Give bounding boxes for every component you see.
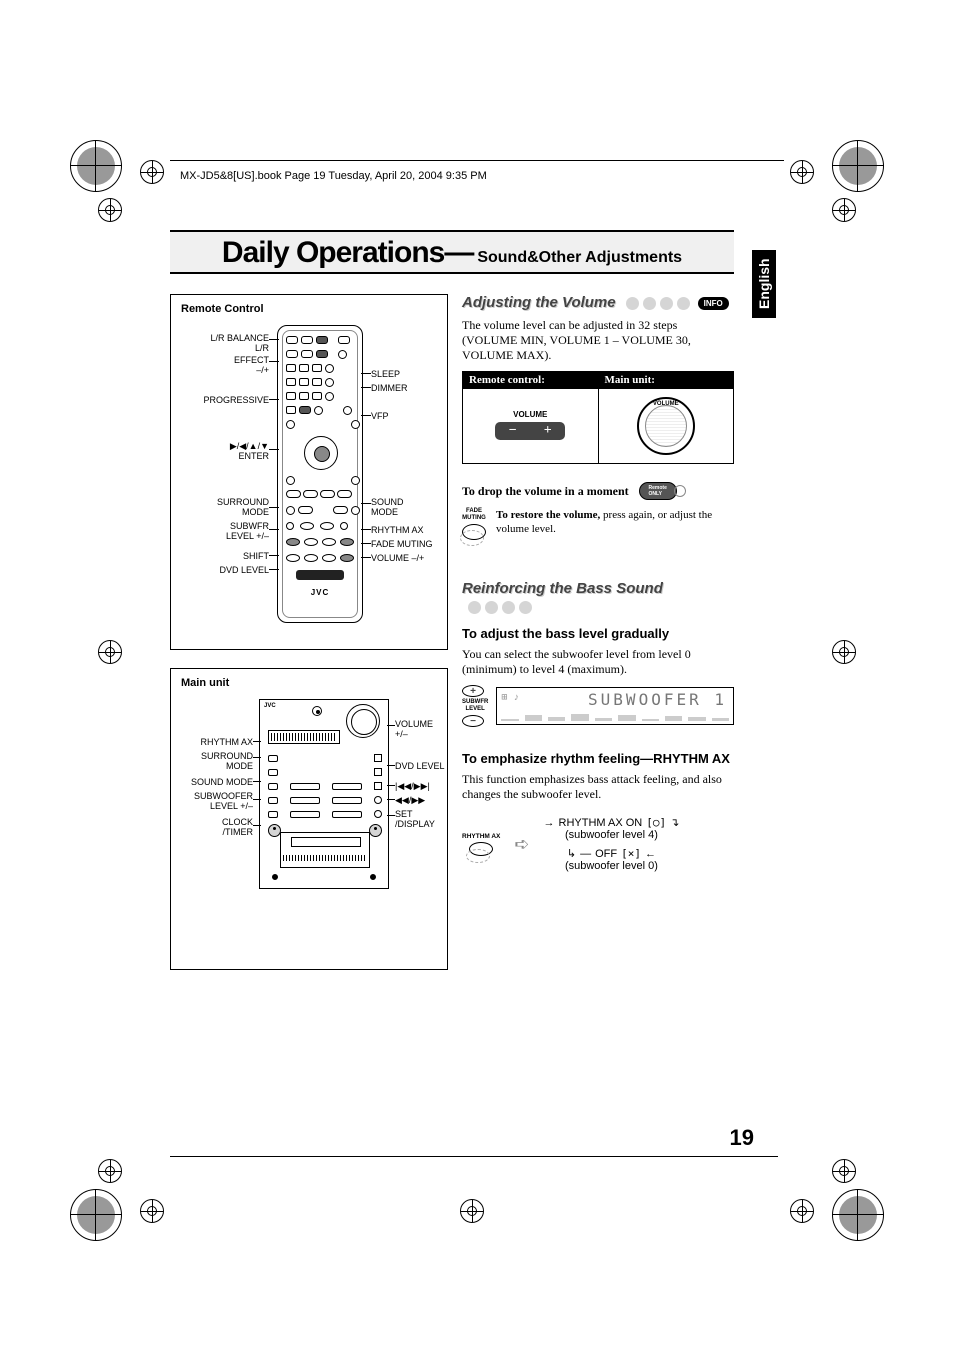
label-surround: SURROUND MODE — [181, 497, 269, 517]
section-bass: Reinforcing the Bass Sound To adjust the… — [462, 580, 734, 876]
label-dvdlevel: DVD LEVEL — [181, 565, 269, 575]
remote-box-title: Remote Control — [181, 303, 437, 315]
running-header: MX-JD5&8[US].book Page 19 Tuesday, April… — [180, 170, 487, 182]
reg-mark — [832, 640, 856, 664]
mu-label-surround: SURROUND MODE — [181, 751, 253, 771]
reg-target-tl — [70, 140, 122, 192]
heading-dots — [468, 601, 532, 614]
mu-label-set: SET /DISPLAY — [395, 809, 435, 829]
subwfr-buttons-icon: + SUBWFR LEVEL − — [462, 685, 488, 727]
reg-mark — [790, 160, 814, 184]
restore-volume-text: To restore the volume, press again, or a… — [496, 508, 734, 540]
bass-heading: Reinforcing the Bass Sound — [462, 580, 663, 597]
heading-dots — [626, 297, 690, 310]
bass-sub2: To emphasize rhythm feeling—RHYTHM AX — [462, 751, 734, 766]
volume-heading: Adjusting the Volume — [462, 294, 616, 311]
mu-label-dvdlevel: DVD LEVEL — [395, 761, 445, 771]
label-shift: SHIFT — [181, 551, 269, 561]
label-vfp: VFP — [371, 411, 389, 421]
mu-label-clock: CLOCK /TIMER — [181, 817, 253, 837]
label-rhythmax: RHYTHM AX — [371, 525, 424, 535]
volume-body: The volume level can be adjusted in 32 s… — [462, 318, 734, 363]
mainunit-box-title: Main unit — [181, 677, 437, 689]
title-main: Daily Operations— — [222, 236, 473, 270]
reg-mark — [460, 1199, 484, 1223]
reg-target-bl — [70, 1189, 122, 1241]
header-rule — [170, 160, 784, 161]
rhythm-ax-diagram: RHYTHM AX ➪ → RHYTHM AX ON [○] ↴ (subwoo… — [462, 812, 734, 876]
reg-mark — [790, 1199, 814, 1223]
page-title-bar: Daily Operations— Sound&Other Adjustment… — [170, 230, 734, 274]
label-soundmode: SOUND MODE — [371, 497, 404, 517]
footer-rule — [170, 1156, 778, 1157]
drop-text: To drop the volume in a moment — [462, 484, 629, 499]
reg-mark — [140, 1199, 164, 1223]
section-volume: Adjusting the Volume INFO The volume lev… — [462, 294, 734, 540]
jvc-logo: JVC — [278, 588, 362, 597]
reg-mark — [832, 1159, 856, 1183]
rhythm-ax-button-icon: RHYTHM AX — [462, 833, 500, 856]
label-volume: VOLUME –/+ — [371, 553, 424, 563]
main-unit-box: Main unit JVC RHYTHM — [170, 668, 448, 970]
volume-control-table: Remote control: Main unit: VOLUME −+ VOL… — [462, 371, 734, 464]
mu-label-skip: |◀◀/▶▶| — [395, 781, 430, 791]
mu-label-subwoofer: SUBWOOFER LEVEL +/– — [181, 791, 253, 811]
remote-control-box: Remote Control JVC — [170, 294, 448, 650]
label-sleep: SLEEP — [371, 369, 400, 379]
title-sub: Sound&Other Adjustments — [477, 249, 682, 267]
page-number: 19 — [730, 1125, 754, 1151]
fade-muting-button-icon: FADE MUTING — [462, 508, 486, 540]
reg-mark — [140, 160, 164, 184]
reg-target-br — [832, 1189, 884, 1241]
language-tab: English — [752, 250, 776, 318]
bass-body1: You can select the subwoofer level from … — [462, 647, 734, 677]
mu-label-ffrw: ◀◀/▶▶ — [395, 795, 425, 805]
label-dimmer: DIMMER — [371, 383, 408, 393]
bass-sub1: To adjust the bass level gradually — [462, 626, 734, 641]
reg-mark — [98, 198, 122, 222]
label-fademuting: FADE MUTING — [371, 539, 433, 549]
mu-label-rhythmax: RHYTHM AX — [181, 737, 253, 747]
cell-remote-volume: VOLUME −+ — [463, 389, 599, 464]
label-enter: ▶/◀/▲/▼ ENTER — [181, 441, 269, 461]
reg-mark — [832, 198, 856, 222]
reg-target-tr — [832, 140, 884, 192]
label-effect: EFFECT –/+ — [181, 355, 269, 375]
info-badge: INFO — [698, 297, 729, 310]
reg-mark — [98, 1159, 122, 1183]
label-lr-balance: L/R BALANCE L/R — [181, 333, 269, 353]
mainunit-diagram: JVC RHYTHM AX SURROUND MODE S — [181, 699, 437, 939]
fade-muting-block: FADE MUTING To restore the volume, press… — [462, 508, 734, 540]
label-progressive: PROGRESSIVE — [181, 395, 269, 405]
reg-mark — [98, 640, 122, 664]
mu-label-soundmode: SOUND MODE — [181, 777, 253, 787]
lcd-display: ⊞ ♪ SUBWOOFER 1 — [496, 687, 734, 725]
drop-volume-line: To drop the volume in a moment Remote ON… — [462, 482, 734, 500]
bass-body2: This function emphasizes bass attack fee… — [462, 772, 734, 802]
rhythm-states: → RHYTHM AX ON [○] ↴ (subwoofer level 4)… — [544, 812, 680, 876]
arrow-right-icon: ➪ — [514, 834, 529, 855]
remote-only-badge: Remote ONLY — [639, 482, 677, 500]
label-subwfr: SUBWFR LEVEL +/– — [181, 521, 269, 541]
th-main: Main unit: — [598, 372, 734, 389]
subwfr-level-block: + SUBWFR LEVEL − ⊞ ♪ SUBWOOFER 1 — [462, 685, 734, 727]
remote-diagram: JVC L/R BALANCE L/R EFFECT –/+ PROGRESSI… — [181, 325, 437, 635]
th-remote: Remote control: — [463, 372, 599, 389]
mu-label-volume: VOLUME +/– — [395, 719, 433, 739]
cell-main-volume: VOLUME — [598, 389, 734, 464]
